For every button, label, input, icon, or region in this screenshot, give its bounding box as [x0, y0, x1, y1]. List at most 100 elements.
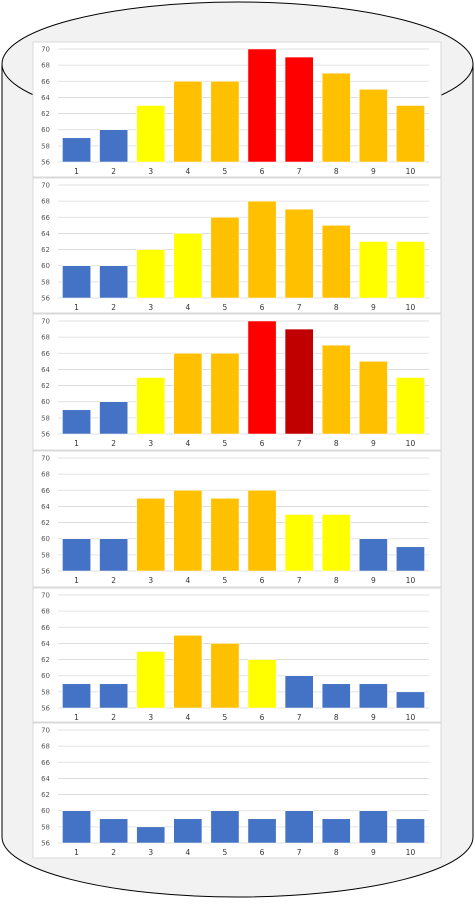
y-tick-label: 66	[41, 214, 50, 222]
y-tick-label: 70	[41, 182, 50, 190]
bar	[284, 208, 314, 299]
x-tick-label: 7	[297, 848, 302, 857]
bar	[99, 683, 128, 709]
x-tick-label: 1	[74, 576, 79, 585]
y-tick-label: 62	[41, 382, 50, 390]
bar	[396, 377, 425, 435]
bar	[210, 810, 240, 844]
y-tick-label: 56	[41, 159, 50, 167]
y-tick-label: 70	[41, 727, 50, 735]
x-tick-label: 1	[74, 167, 79, 176]
x-tick-label: 3	[148, 713, 153, 722]
x-tick-label: 6	[260, 713, 265, 722]
x-tick-label: 1	[74, 713, 79, 722]
y-tick-label: 60	[41, 807, 50, 815]
bar	[359, 683, 388, 709]
bar	[99, 818, 128, 844]
x-tick-label: 8	[334, 713, 339, 722]
x-tick-label: 3	[148, 848, 153, 857]
y-tick-label: 60	[41, 535, 50, 543]
x-tick-label: 5	[223, 439, 228, 448]
bar	[321, 818, 351, 844]
y-tick-label: 68	[41, 198, 50, 206]
bar	[136, 105, 166, 163]
x-tick-label: 8	[334, 576, 339, 585]
bar	[247, 490, 277, 572]
x-tick-label: 3	[148, 439, 153, 448]
x-tick-label: 2	[111, 848, 116, 857]
x-tick-label: 2	[111, 576, 116, 585]
x-tick-label: 5	[223, 848, 228, 857]
y-tick-label: 64	[41, 366, 50, 374]
bar	[396, 691, 425, 709]
x-tick-label: 10	[406, 576, 416, 585]
bar	[62, 137, 91, 163]
y-tick-label: 60	[41, 126, 50, 134]
y-tick-label: 64	[41, 503, 50, 511]
y-tick-label: 64	[41, 775, 50, 783]
x-tick-label: 7	[297, 303, 302, 312]
bar	[247, 48, 277, 163]
bar	[62, 265, 91, 299]
bar	[210, 81, 240, 163]
bar	[396, 241, 425, 299]
y-tick-label: 68	[41, 743, 50, 751]
bar	[210, 643, 240, 709]
bar	[396, 105, 425, 163]
bar	[321, 344, 351, 435]
y-tick-label: 70	[41, 46, 50, 54]
x-tick-label: 9	[371, 303, 376, 312]
y-tick-label: 62	[41, 246, 50, 254]
bar	[321, 514, 351, 572]
x-tick-label: 5	[223, 576, 228, 585]
bar	[136, 651, 166, 709]
bar	[396, 546, 425, 572]
x-tick-label: 8	[334, 439, 339, 448]
x-tick-label: 1	[74, 439, 79, 448]
x-tick-label: 6	[260, 848, 265, 857]
bar	[173, 353, 203, 435]
x-tick-label: 3	[148, 303, 153, 312]
bar	[396, 818, 425, 844]
bar	[210, 498, 240, 572]
y-tick-label: 58	[41, 688, 50, 696]
bar	[247, 320, 277, 435]
x-tick-label: 3	[148, 167, 153, 176]
y-tick-label: 70	[41, 455, 50, 463]
y-tick-label: 62	[41, 519, 50, 527]
bar	[284, 328, 314, 435]
x-tick-label: 10	[406, 303, 416, 312]
bar	[247, 659, 277, 709]
bar	[284, 56, 314, 163]
bar	[136, 498, 166, 572]
bar	[99, 401, 128, 435]
bar	[359, 538, 388, 572]
x-tick-label: 1	[74, 848, 79, 857]
y-tick-label: 56	[41, 840, 50, 848]
x-tick-label: 5	[223, 167, 228, 176]
x-tick-label: 6	[260, 303, 265, 312]
x-tick-label: 8	[334, 848, 339, 857]
y-tick-label: 62	[41, 110, 50, 118]
bar	[173, 818, 203, 844]
bar	[62, 409, 91, 435]
bar	[321, 72, 351, 163]
y-tick-label: 58	[41, 823, 50, 831]
y-tick-label: 66	[41, 759, 50, 767]
y-tick-label: 60	[41, 398, 50, 406]
bar	[210, 353, 240, 435]
bar	[99, 538, 128, 572]
y-tick-label: 58	[41, 551, 50, 559]
bar	[359, 361, 388, 435]
y-tick-label: 68	[41, 62, 50, 70]
x-tick-label: 10	[406, 848, 416, 857]
x-tick-label: 9	[371, 848, 376, 857]
x-tick-label: 2	[111, 167, 116, 176]
x-tick-label: 2	[111, 303, 116, 312]
